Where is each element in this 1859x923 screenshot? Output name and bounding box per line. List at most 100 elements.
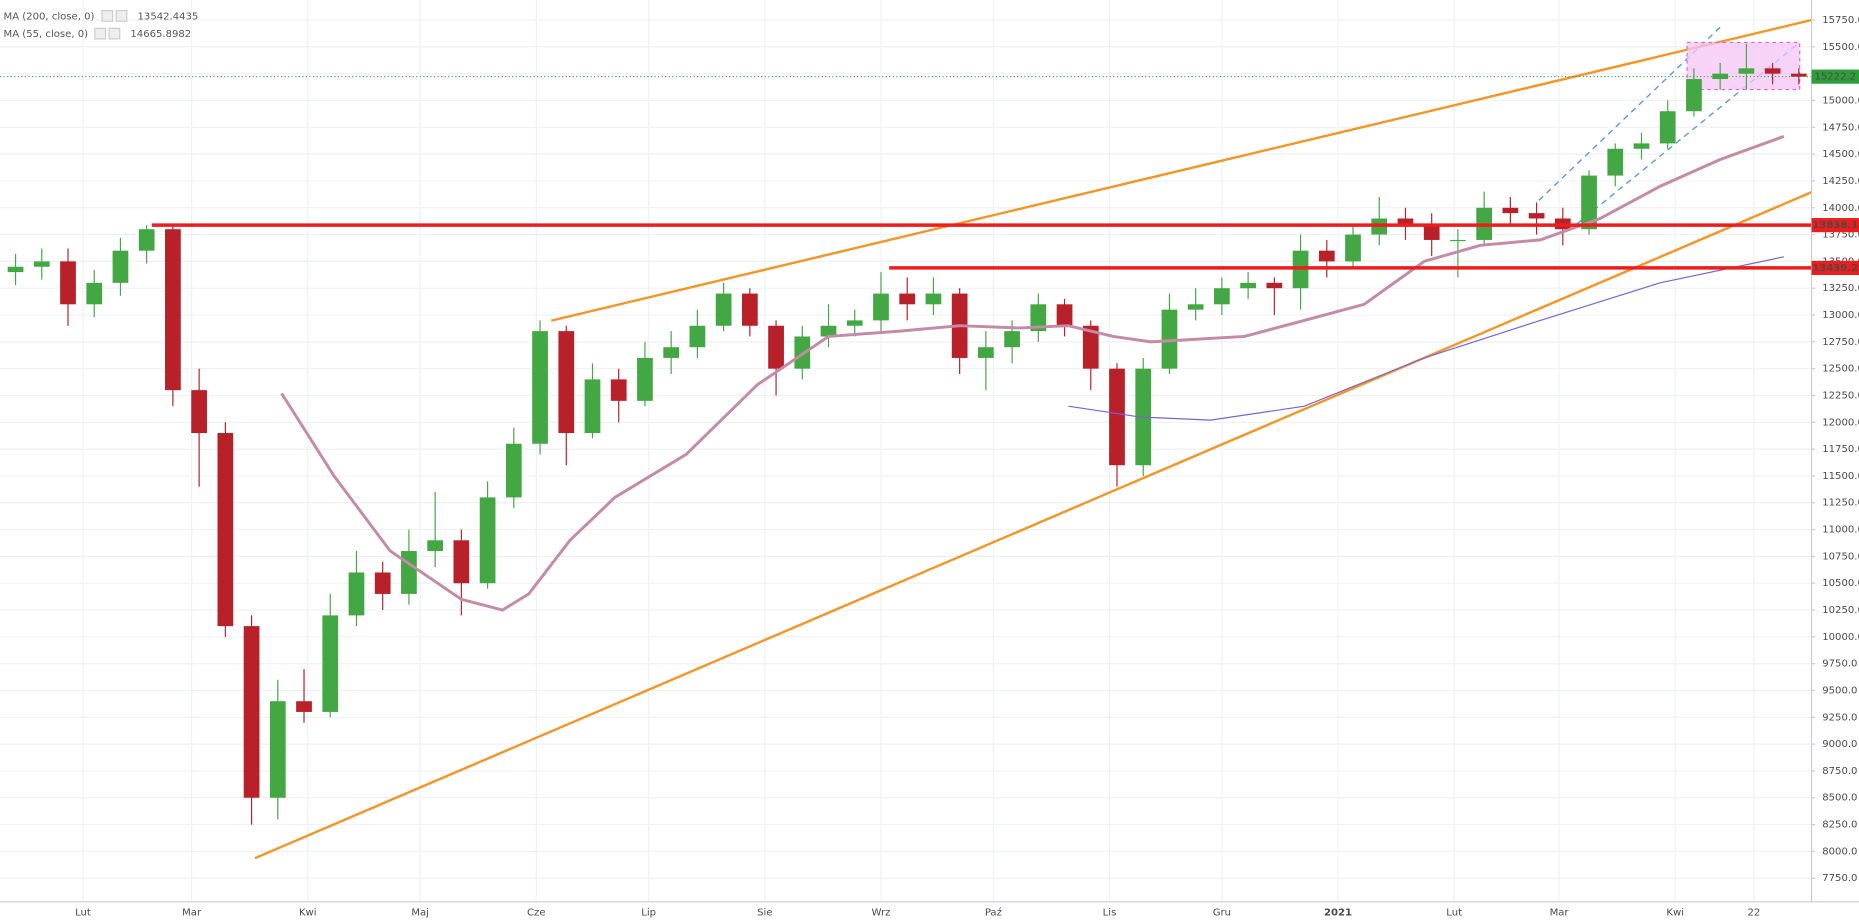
candle-body [1161,309,1178,369]
y-tick-label: 10000.0 [1822,632,1859,643]
moving-average [280,135,1785,612]
y-tick-label: 9500.0 [1822,685,1857,696]
price-label-box [1811,69,1859,84]
candle-body [86,282,103,305]
candle-body [165,229,181,391]
candle-body [1423,223,1440,240]
y-tick-label: 14750.0 [1822,122,1859,133]
candle-body [1738,68,1755,74]
price-label: 15222.2 [1814,72,1856,83]
y-tick-label: 10500.0 [1822,578,1859,589]
candle-body [1004,331,1020,348]
candle-body [1450,239,1466,242]
legend: MA (200, close, 0) 13542.4435 MA (55, cl… [4,10,199,40]
candle-body [1686,79,1702,112]
y-tick-label: 12500.0 [1822,364,1859,375]
candle-body [899,293,916,305]
legend-icon[interactable] [108,27,121,40]
candle-body [453,540,470,584]
candle-body [978,347,994,358]
candle-body [768,325,784,369]
candle-body [7,266,24,273]
candle-body [1214,288,1230,305]
trend-line [254,191,1813,860]
candle-body [1659,111,1676,144]
y-tick-label: 10250.0 [1822,605,1859,616]
legend-icon[interactable] [115,10,128,22]
candle-body [584,379,601,434]
x-tick-label: 2021 [1324,907,1352,918]
candle-body [741,293,758,326]
legend-icon[interactable] [94,27,107,40]
grid [0,0,1812,902]
candle-body [401,551,417,594]
x-tick-label: Lut [1446,907,1462,918]
y-tick-label: 8000.0 [1822,846,1857,857]
x-tick-label: Lis [1103,907,1117,918]
x-tick-label: Mar [182,907,202,918]
y-tick-label: 15000.0 [1822,96,1859,107]
x-tick-label: Cze [527,907,546,918]
candle-body [1607,148,1624,176]
x-tick-label: Lut [75,907,91,918]
candle-body [1581,175,1597,230]
y-tick-label: 11500.0 [1822,471,1859,482]
candle-body [1502,207,1519,214]
candle-body [505,443,522,498]
drawings [254,18,1813,860]
candle-body [820,325,837,337]
candle-body [1240,282,1256,289]
y-tick-label: 9750.0 [1822,659,1857,670]
candle-body [1318,250,1335,262]
candle-body [1056,304,1073,326]
y-tick-label: 8750.0 [1822,766,1857,777]
y-tick-label: 13000.0 [1822,310,1859,321]
candle-body [558,331,575,434]
candle-body [269,701,286,798]
y-tick-label: 13250.0 [1822,283,1859,294]
candle-body [663,347,680,358]
y-tick-label: 14250.0 [1822,176,1859,187]
y-tick-label: 12250.0 [1822,390,1859,401]
candle-body [715,293,732,326]
y-tick-label: 7750.0 [1822,873,1857,884]
candle-body [112,250,129,283]
x-tick-label: Wrz [872,907,891,918]
y-tick-label: 11000.0 [1822,525,1859,536]
candle-body [243,626,260,798]
price-label: 13439.2 [1812,263,1858,274]
candle-body [846,320,863,326]
legend-value: 14665.8982 [130,29,191,40]
legend-label: MA (200, close, 0) [4,12,95,23]
y-tick-label: 14000.0 [1822,203,1859,214]
trend-line [551,18,1812,322]
candle-body [873,293,889,321]
legend-icon[interactable] [101,10,114,22]
price-label: 13838.1 [1812,220,1858,231]
candle-body [296,701,312,712]
y-tick-label: 11750.0 [1822,444,1859,455]
x-tick-label: Paź [985,906,1002,918]
moving-average [1068,256,1784,421]
y-tick-label: 11250.0 [1822,498,1859,509]
candle-body [374,572,391,594]
y-tick-label: 13750.0 [1822,230,1859,241]
candle-body [532,331,548,444]
x-tick-label: Mar [1550,907,1570,918]
legend-value: 13542.4435 [138,12,199,23]
range-box [1686,41,1801,91]
candle-body [322,615,339,712]
candle-body [1528,213,1545,219]
candle-body [138,229,155,251]
candle-body [217,433,234,627]
candle-body [637,357,653,401]
x-tick-label: Lip [641,907,656,918]
y-tick-label: 12000.0 [1822,417,1859,428]
candle-body [1633,143,1650,149]
marks [0,43,1812,825]
candle-body [1109,368,1125,466]
candle-body [1266,282,1283,289]
candle-body [689,325,706,348]
legend-label: MA (55, close, 0) [4,29,89,40]
